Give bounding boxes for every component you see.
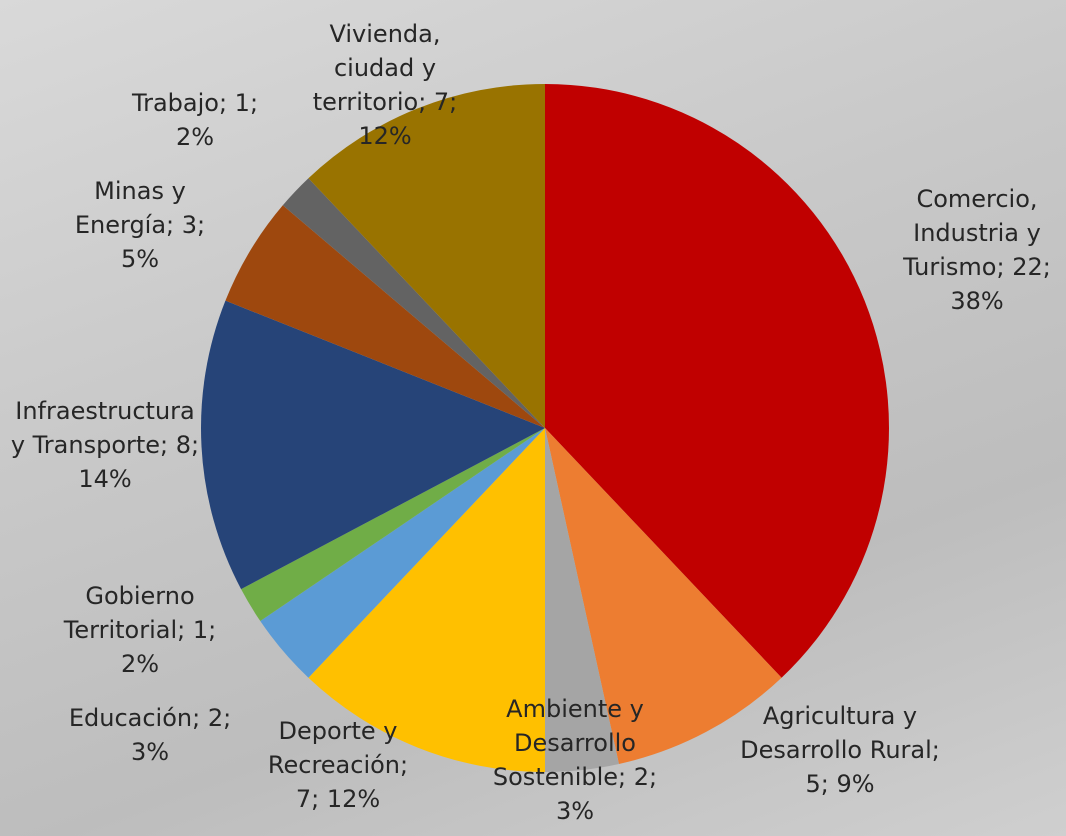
pie-slice [545, 84, 889, 678]
data-label: Ambiente y Desarrollo Sostenible; 2; 3% [492, 695, 658, 825]
pie-slice [545, 428, 782, 764]
pie-slice [308, 428, 545, 772]
data-label: Vivienda, ciudad y territorio; 7; 12% [312, 20, 458, 150]
pie-slice [225, 205, 545, 428]
pie-slice [545, 428, 619, 772]
pie-slice [241, 428, 546, 622]
pie-slice [260, 428, 545, 678]
data-label: Comercio, Industria y Turismo; 22; 38% [903, 185, 1051, 315]
data-label: Deporte y Recreación; 7; 12% [267, 717, 409, 813]
pie-slice [308, 84, 545, 428]
data-label: Educación; 2; 3% [68, 704, 232, 766]
data-label: Minas y Energía; 3; 5% [74, 177, 206, 273]
data-label: Gobierno Territorial; 1; 2% [63, 582, 217, 678]
data-label: Trabajo; 1; 2% [131, 89, 259, 151]
pie-slice [201, 300, 545, 590]
data-label: Infraestructura y Transporte; 8; 14% [10, 397, 200, 493]
pie-slice [282, 178, 545, 428]
data-label: Agricultura y Desarrollo Rural; 5; 9% [740, 702, 940, 798]
